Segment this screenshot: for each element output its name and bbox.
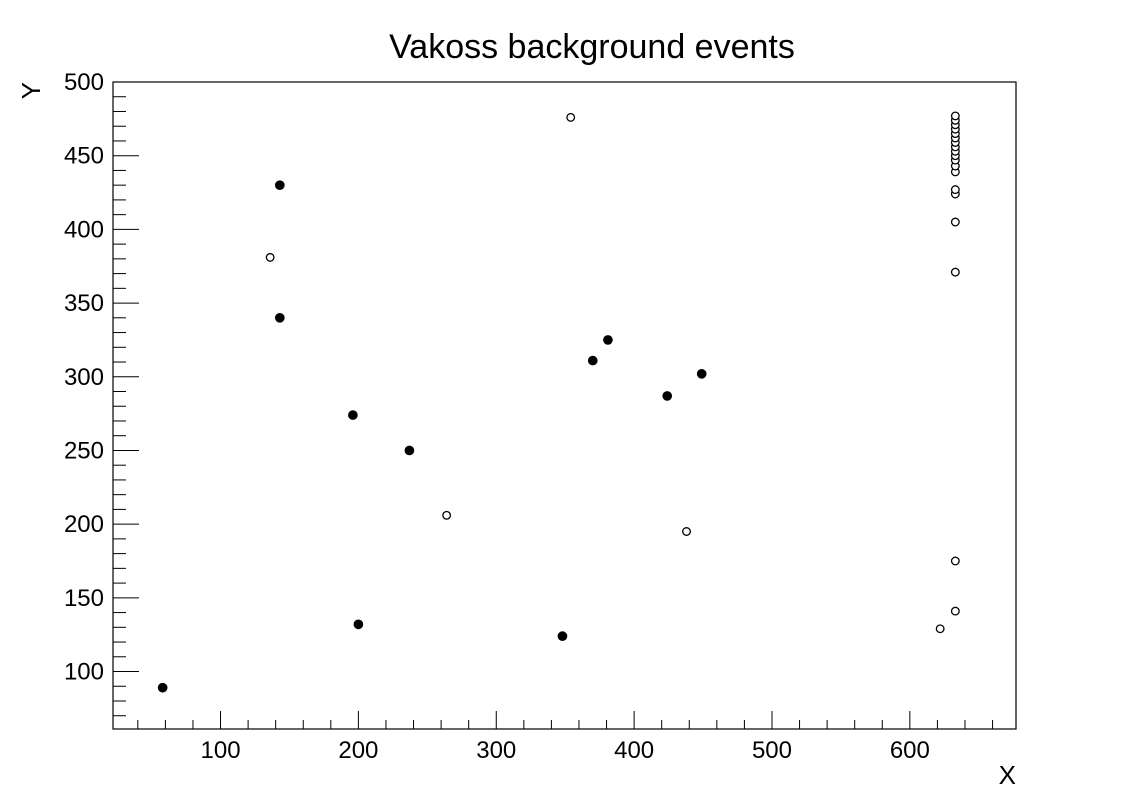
y-tick-labels: 100 150 200 250 300 350 400 450 500 [64,69,104,686]
data-point-open [682,527,691,536]
data-point-filled [404,445,415,456]
x-tick-label: 400 [614,737,654,764]
data-point-filled [662,391,673,401]
y-tick-label: 400 [64,216,104,243]
data-point-filled [348,410,358,420]
plot-frame [112,81,1017,730]
data-point-filled [274,180,285,191]
y-tick-label: 150 [64,585,104,612]
data-point-open [950,606,960,616]
x-axis-label: X [999,760,1016,790]
x-tick-label: 100 [201,737,241,764]
data-point-open [950,267,960,277]
data-point-filled [353,619,364,630]
x-tick-label: 500 [752,737,792,764]
chart-title: Vakoss background events [389,28,795,66]
data-point-filled [557,631,568,642]
data-point-open [566,112,576,122]
y-tick-label: 200 [64,511,104,538]
y-tick-label: 300 [64,364,104,391]
y-tick-label: 450 [64,143,104,170]
y-axis-label: Y [16,82,46,99]
data-point-filled [603,335,613,345]
x-tick-label: 200 [338,737,378,764]
data-point-filled [274,312,285,323]
data-point-open [950,111,960,121]
x-tick-label: 600 [890,737,930,764]
data-point-filled [157,682,168,693]
data-points [157,111,960,693]
y-tick-label: 500 [64,69,104,96]
data-point-open [442,510,452,520]
y-tick-label: 100 [64,659,104,686]
axis-ticks [113,81,994,729]
data-point-filled [696,368,707,379]
data-point-filled [587,355,598,366]
data-point-open [265,252,275,262]
data-point-open [950,556,960,566]
y-tick-label: 250 [64,437,104,464]
x-tick-labels: 100 200 300 400 500 600 [201,737,930,764]
data-point-open [950,217,960,227]
data-point-open [935,624,945,634]
data-point-open [950,185,960,195]
x-tick-label: 300 [476,737,516,764]
y-tick-label: 350 [64,290,104,317]
